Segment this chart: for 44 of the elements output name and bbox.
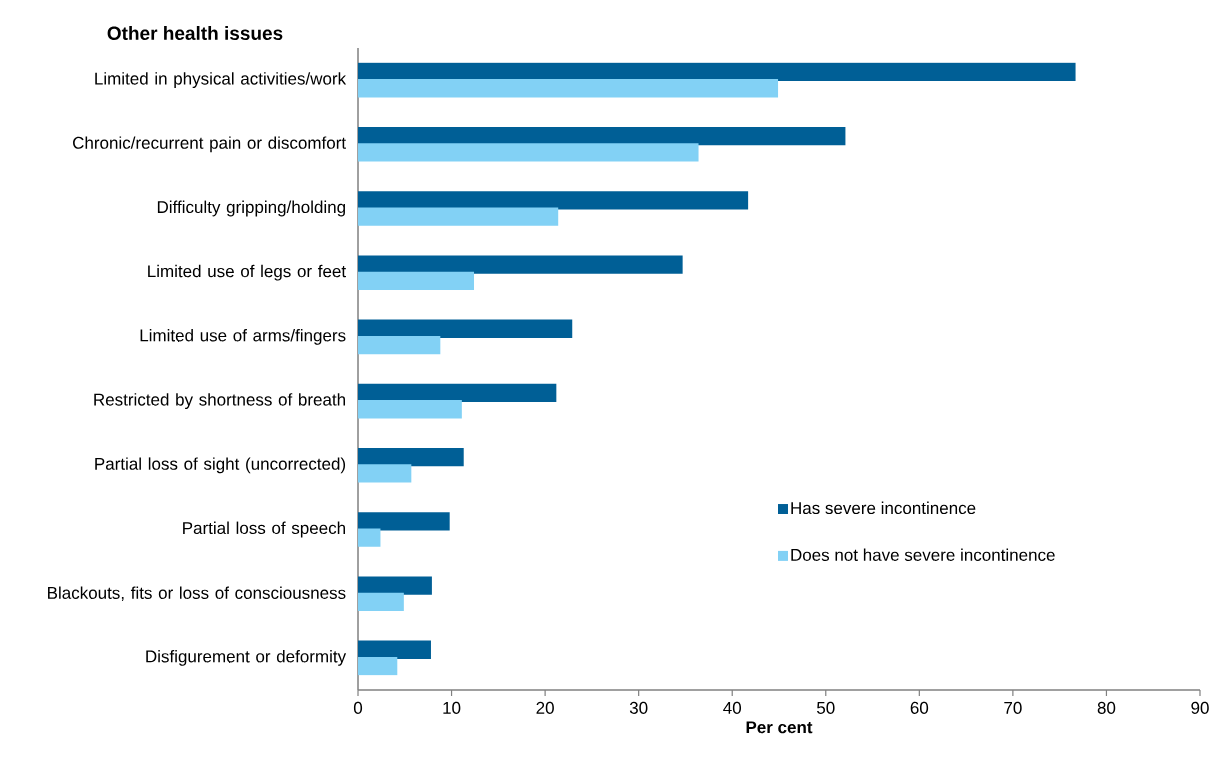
y-tick-label: Partial loss of speech bbox=[183, 521, 345, 538]
bar bbox=[358, 383, 557, 403]
bar bbox=[358, 640, 431, 659]
x-tick-label: 90 bbox=[1191, 701, 1209, 714]
x-tick-label: 20 bbox=[536, 701, 554, 714]
x-tick-label: 30 bbox=[629, 701, 648, 714]
bar bbox=[358, 400, 462, 419]
x-tick-label: 80 bbox=[1097, 701, 1116, 714]
y-tick-label: Limited use of legs or feet bbox=[148, 264, 346, 281]
x-tick-label: 50 bbox=[816, 701, 835, 714]
x-tick-label: 60 bbox=[910, 701, 929, 714]
x-axis-title: Per cent bbox=[746, 721, 813, 734]
x-tick-label: 70 bbox=[1004, 701, 1022, 714]
legend-label: Has severe incontinence bbox=[791, 501, 976, 515]
x-tick-label: 0 bbox=[353, 701, 363, 714]
bar bbox=[358, 319, 573, 338]
bar bbox=[358, 448, 464, 467]
text: Other health issues bbox=[107, 26, 283, 40]
bar bbox=[358, 255, 683, 274]
y-tick-label: Limited use of arms/fingers bbox=[140, 328, 346, 345]
bar bbox=[358, 207, 559, 226]
y-tick-label: Limited in physical activities/work bbox=[95, 72, 347, 89]
bar bbox=[358, 191, 749, 210]
bar bbox=[358, 335, 441, 355]
legend-label: Does not have severe incontinence bbox=[791, 548, 1055, 561]
y-tick-label: Difficulty gripping/holding bbox=[157, 200, 345, 217]
y-tick-label: Disfigurement or deformity bbox=[146, 649, 347, 666]
y-tick-label: Restricted by shortness of breath bbox=[94, 393, 345, 410]
x-tick-label: 10 bbox=[443, 701, 461, 714]
bar bbox=[358, 592, 404, 611]
bar bbox=[358, 143, 699, 162]
x-tick-label: 40 bbox=[723, 701, 742, 714]
bar bbox=[358, 79, 779, 98]
bar bbox=[358, 62, 1076, 82]
bar bbox=[358, 271, 475, 290]
bar bbox=[358, 464, 412, 483]
bar bbox=[358, 528, 381, 547]
bar bbox=[358, 656, 398, 676]
bar bbox=[358, 127, 846, 146]
y-tick-label: Chronic/recurrent pain or discomfort bbox=[73, 136, 346, 153]
y-tick-label: Partial loss of sight (uncorrected) bbox=[95, 457, 346, 474]
bar bbox=[358, 512, 450, 531]
bar bbox=[358, 576, 432, 595]
y-tick-label: Blackouts, fits or loss of consciousness bbox=[48, 586, 346, 601]
